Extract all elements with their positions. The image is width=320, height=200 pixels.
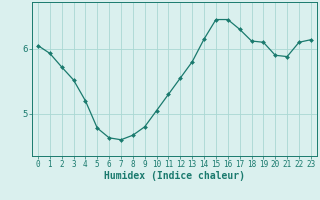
X-axis label: Humidex (Indice chaleur): Humidex (Indice chaleur) (104, 171, 245, 181)
